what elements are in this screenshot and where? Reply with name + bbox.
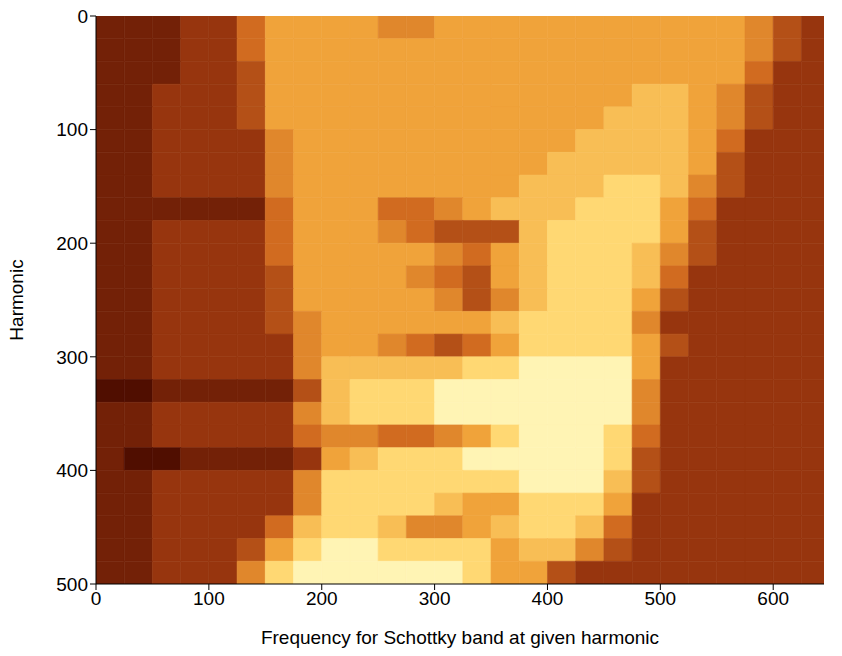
svg-text:200: 200 (306, 588, 338, 609)
svg-text:400: 400 (56, 460, 88, 481)
svg-text:200: 200 (56, 233, 88, 254)
svg-text:500: 500 (56, 574, 88, 595)
svg-text:400: 400 (532, 588, 564, 609)
svg-text:Harmonic: Harmonic (6, 259, 27, 340)
svg-text:300: 300 (419, 588, 451, 609)
svg-text:100: 100 (56, 119, 88, 140)
svg-text:600: 600 (757, 588, 789, 609)
svg-text:0: 0 (91, 588, 102, 609)
svg-text:0: 0 (77, 6, 88, 27)
svg-text:500: 500 (644, 588, 676, 609)
svg-text:100: 100 (193, 588, 225, 609)
svg-text:300: 300 (56, 347, 88, 368)
svg-text:Frequency for Schottky band at: Frequency for Schottky band at given har… (261, 627, 659, 648)
